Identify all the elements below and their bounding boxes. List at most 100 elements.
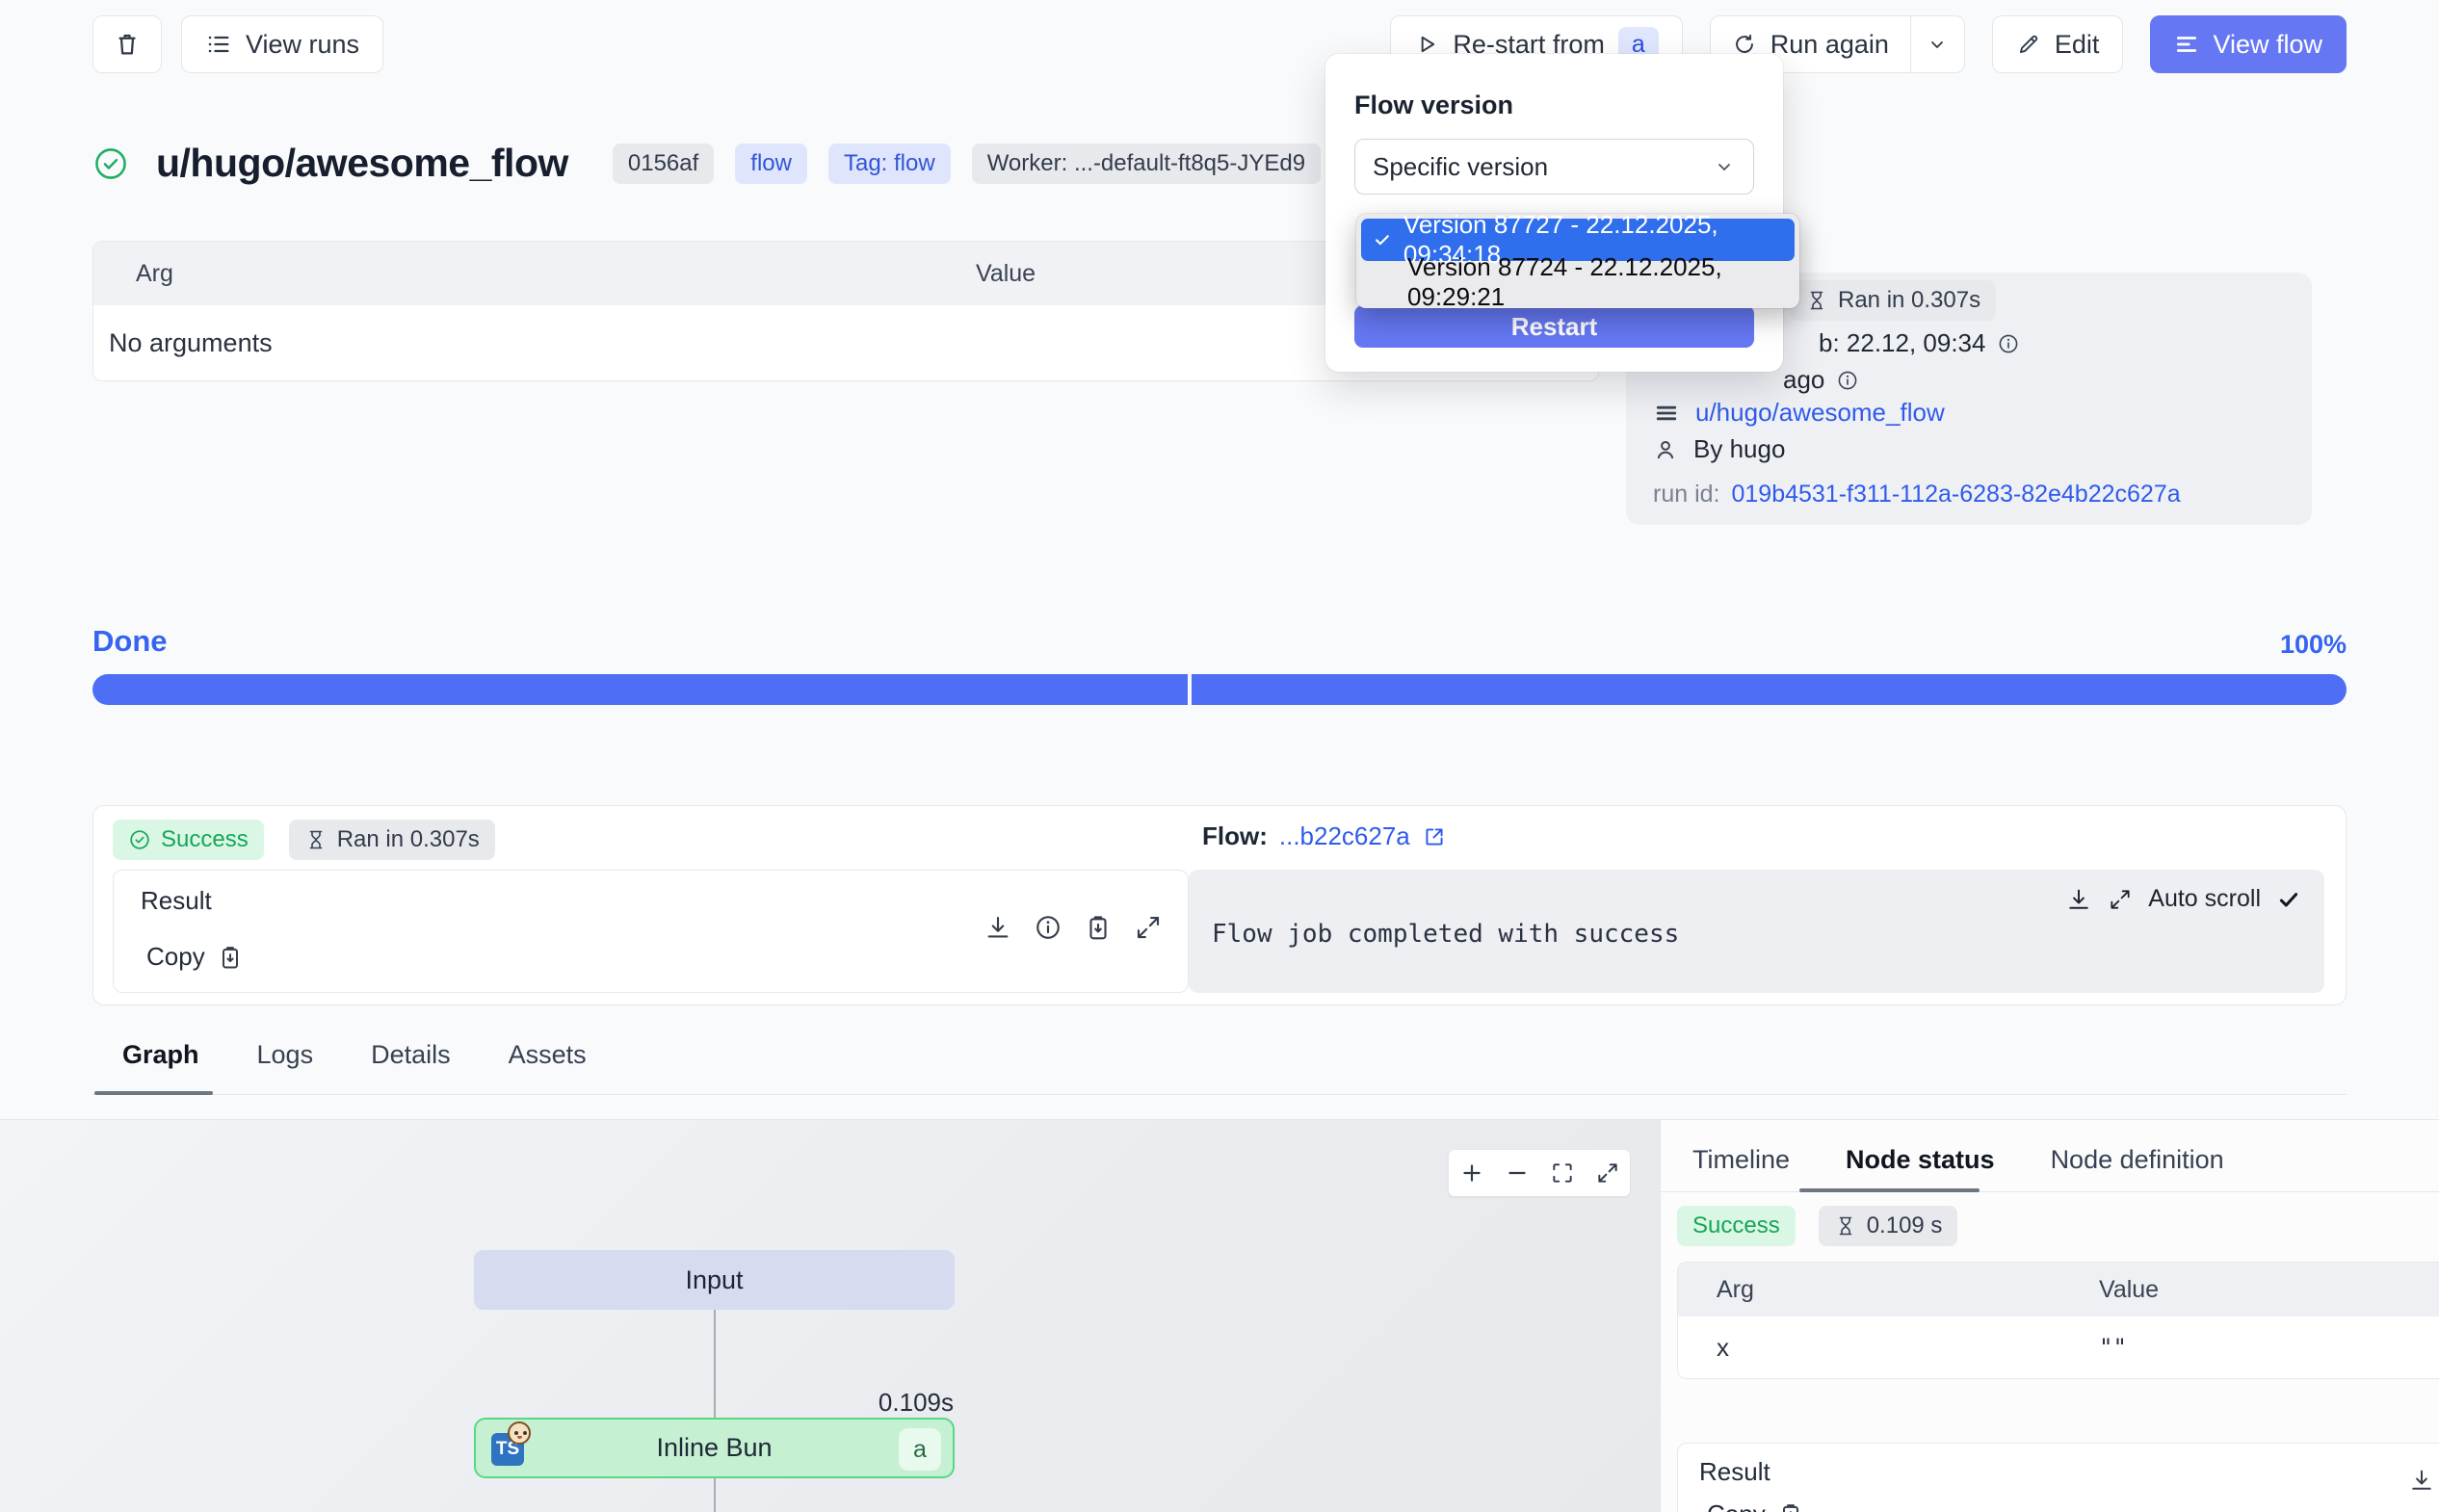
graph-node-input[interactable]: Input bbox=[474, 1250, 955, 1310]
tab-assets[interactable]: Assets bbox=[508, 1040, 587, 1069]
node-result-box: Result Copy bbox=[1677, 1443, 2439, 1512]
graph-edge bbox=[714, 1310, 716, 1418]
hourglass-icon bbox=[1810, 291, 1823, 310]
graph-node-inline-bun[interactable]: TS Inline Bun a bbox=[474, 1418, 955, 1478]
view-flow-button[interactable]: View flow bbox=[2150, 15, 2347, 73]
flow-path-icon bbox=[1656, 405, 1677, 420]
hourglass-icon bbox=[1839, 1216, 1852, 1236]
progress-status: Done bbox=[92, 624, 168, 658]
graph-edge bbox=[714, 1478, 716, 1512]
tab-timeline[interactable]: Timeline bbox=[1692, 1145, 1791, 1174]
started-ago-row: ago bbox=[1783, 365, 1859, 395]
node-result-actions bbox=[2408, 1467, 2435, 1494]
zoom-out-icon[interactable] bbox=[1505, 1160, 1530, 1186]
title-row: u/hugo/awesome_flow 0156af flow Tag: flo… bbox=[92, 141, 1322, 186]
hourglass-icon bbox=[309, 830, 323, 849]
worker-badge: Worker: ...-default-ft8q5-JYEd9 bbox=[971, 143, 1322, 184]
node-copy-result-button[interactable]: Copy bbox=[1707, 1499, 1804, 1512]
ago-text: ago bbox=[1783, 365, 1825, 394]
author-row: By hugo bbox=[1653, 434, 1785, 464]
graph-section-divider bbox=[0, 1119, 2439, 1120]
clipboard-copy-icon[interactable] bbox=[1084, 913, 1113, 942]
tab-details[interactable]: Details bbox=[371, 1040, 451, 1069]
node-duration-badge: 0.109 s bbox=[1818, 1206, 1958, 1246]
version-select[interactable]: Specific version bbox=[1354, 139, 1754, 195]
node-duration-label: 0.109s bbox=[878, 1388, 954, 1417]
delete-run-button[interactable] bbox=[92, 15, 162, 73]
success-badge: Success bbox=[113, 820, 264, 860]
expand-icon[interactable] bbox=[1134, 913, 1163, 942]
value-column-header: Value bbox=[976, 259, 1036, 287]
tab-node-status[interactable]: Node status bbox=[1846, 1145, 1995, 1174]
zoom-in-icon[interactable] bbox=[1459, 1160, 1484, 1186]
tabs-divider bbox=[92, 1094, 2347, 1095]
info-icon[interactable] bbox=[1034, 913, 1062, 942]
download-icon[interactable] bbox=[983, 913, 1012, 942]
progress-segment-divider bbox=[1188, 674, 1192, 705]
external-link-icon[interactable] bbox=[1422, 824, 1447, 849]
flow-label: Flow: bbox=[1202, 821, 1268, 850]
flow-lines-icon bbox=[2177, 37, 2197, 52]
chevron-down-icon bbox=[1931, 41, 1944, 48]
view-flow-label: View flow bbox=[2213, 29, 2322, 59]
flow-version-popup: Flow version Specific version Restart bbox=[1325, 54, 1783, 372]
version-option-current[interactable]: Version 87727 - 22.12.2025, 09:34:18 bbox=[1361, 210, 1795, 269]
tag-badge: Tag: flow bbox=[827, 143, 951, 184]
progress-bar bbox=[92, 674, 2347, 705]
edit-label: Edit bbox=[2054, 29, 2100, 59]
ran-in-text: Ran in 0.307s bbox=[1838, 287, 1981, 313]
expand-icon[interactable] bbox=[2108, 887, 2133, 912]
author-text: By hugo bbox=[1693, 434, 1786, 463]
tab-node-definition[interactable]: Node definition bbox=[2050, 1145, 2224, 1174]
info-icon[interactable] bbox=[1836, 369, 1859, 392]
version-dropdown-menu: Version 87727 - 22.12.2025, 09:34:18 Ver… bbox=[1356, 210, 1799, 311]
node-panel-tabs: Timeline Node status Node definition bbox=[1692, 1145, 2224, 1175]
node-label: Inline Bun bbox=[656, 1433, 773, 1462]
ran-in-badge: Ran in 0.307s bbox=[1790, 280, 1997, 321]
node-status-badges: Success 0.109 s bbox=[1677, 1206, 1958, 1246]
restart-button[interactable]: Restart bbox=[1354, 305, 1754, 348]
download-icon[interactable] bbox=[2408, 1467, 2435, 1494]
check-icon bbox=[1376, 235, 1389, 246]
fit-view-icon[interactable] bbox=[1550, 1160, 1575, 1186]
tab-graph[interactable]: Graph bbox=[122, 1040, 199, 1069]
version-select-value: Specific version bbox=[1373, 151, 1549, 181]
edit-button[interactable]: Edit bbox=[1991, 15, 2124, 73]
flow-path-row: u/hugo/awesome_flow bbox=[1653, 398, 1945, 428]
toolbar-left: View runs bbox=[92, 15, 384, 73]
run-again-dropdown-toggle[interactable] bbox=[1909, 16, 1964, 72]
flow-graph-canvas[interactable]: Input 0.109s TS Inline Bun a bbox=[0, 1120, 1660, 1512]
run-id-link[interactable]: 019b4531-f311-112a-6283-82e4b22c627a bbox=[1731, 481, 2181, 508]
tab-logs[interactable]: Logs bbox=[256, 1040, 314, 1069]
view-runs-button[interactable]: View runs bbox=[181, 15, 384, 73]
auto-scroll-label: Auto scroll bbox=[2148, 885, 2261, 912]
play-icon bbox=[1422, 36, 1435, 53]
download-icon[interactable] bbox=[2065, 886, 2092, 913]
success-check-circle-icon bbox=[95, 147, 126, 179]
graph-zoom-toolbar bbox=[1449, 1150, 1630, 1196]
result-box: Result Copy bbox=[113, 870, 1189, 993]
arg-column-header: Arg bbox=[136, 259, 173, 287]
title-badges: 0156af flow Tag: flow Worker: ...-defaul… bbox=[612, 143, 1322, 184]
checkmark-icon[interactable] bbox=[2276, 887, 2301, 912]
run-info-panel: Ran in 0.307s b: 22.12, 09:34 ago u/hugo… bbox=[1626, 273, 2312, 525]
node-arg-row: x "" bbox=[1678, 1316, 2439, 1378]
version-option-previous[interactable]: Version 87724 - 22.12.2025, 09:29:21 bbox=[1407, 252, 1722, 311]
flow-id-link[interactable]: ...b22c627a bbox=[1278, 821, 1410, 850]
active-node-tab-underline bbox=[1799, 1188, 1980, 1192]
arg-column-header: Arg bbox=[1717, 1275, 1754, 1303]
flow-path-link[interactable]: u/hugo/awesome_flow bbox=[1695, 398, 1945, 427]
info-icon[interactable] bbox=[1997, 332, 2020, 355]
progress-percent: 100% bbox=[2279, 630, 2347, 659]
result-actions bbox=[983, 913, 1163, 942]
flow-version-title: Flow version bbox=[1354, 91, 1514, 119]
copy-result-button[interactable]: Copy bbox=[146, 942, 244, 972]
restart-from-label: Re-start from bbox=[1453, 29, 1605, 59]
fullscreen-icon[interactable] bbox=[1595, 1160, 1620, 1186]
run-again-button[interactable]: Run again bbox=[1711, 16, 1910, 72]
run-id-label: run id: bbox=[1653, 481, 1720, 508]
flow-kind-badge: flow bbox=[735, 143, 807, 184]
list-icon bbox=[208, 36, 229, 53]
node-args-table: Arg Value x "" bbox=[1677, 1262, 2439, 1379]
